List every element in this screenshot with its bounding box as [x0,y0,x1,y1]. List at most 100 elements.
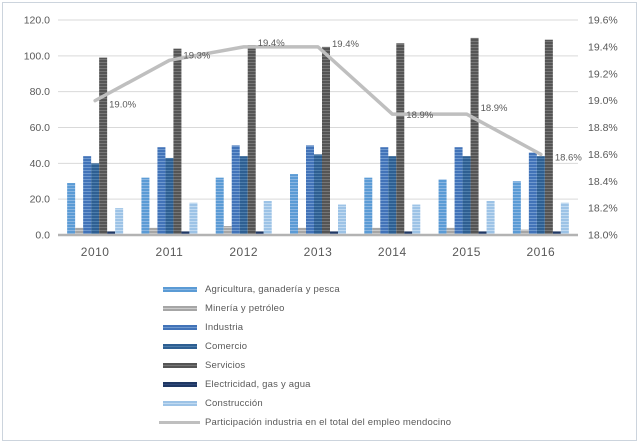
bar-servicios-2015 [470,37,479,235]
bar-electricidad-gas-y-agua-2012 [255,231,264,235]
legend-swatch-icon [163,287,197,292]
right-axis-tick-label: 19.0% [588,95,618,107]
bar-construccion-2012 [263,200,272,235]
bar-industria-2011 [157,147,166,235]
legend-label: Agricultura, ganadería y pesca [205,284,340,295]
x-axis-label-2014: 2014 [378,245,407,259]
bar-agricultura-ganaderia-y-pesca-2012 [215,177,224,235]
bar-mineria-y-petroleo-2016 [520,229,529,235]
bar-industria-2014 [380,147,389,235]
legend-item-agricultura-ganaderia-y-pesca: Agricultura, ganadería y pesca [163,280,451,299]
bar-construccion-2014 [412,204,421,235]
data-label: 18.6% [555,152,582,163]
legend-swatch-icon [163,382,197,387]
bar-servicios-2011 [173,48,182,235]
bar-mineria-y-petroleo-2015 [446,227,455,235]
legend-item-servicios: Servicios [163,356,451,375]
bar-construccion-2013 [338,204,346,235]
legend-label: Servicios [205,360,246,371]
legend-item-mineria-y-petroleo: Minería y petróleo [163,299,451,318]
x-axis-label-2015: 2015 [452,245,481,259]
legend-swatch-icon [163,363,197,368]
left-axis-tick-label: 0.0 [35,230,50,242]
legend-item-construccion: Construcción [163,394,451,413]
bar-agricultura-ganaderia-y-pesca-2014 [364,177,373,235]
bar-agricultura-ganaderia-y-pesca-2016 [512,181,521,235]
data-label: 19.0% [109,100,136,111]
bar-comercio-2010 [91,163,100,235]
bar-electricidad-gas-y-agua-2016 [552,231,561,235]
legend-label: Comercio [205,341,248,352]
bar-industria-2012 [231,145,240,235]
bar-agricultura-ganaderia-y-pesca-2015 [438,179,447,235]
data-label: 19.4% [258,38,285,49]
legend-label: Participación industria en el total del … [205,417,452,428]
bar-comercio-2015 [462,156,471,235]
right-axis-tick-label: 19.4% [588,41,618,53]
data-label: 19.4% [332,39,359,50]
right-axis-tick-label: 18.8% [588,122,618,134]
legend: Agricultura, ganadería y pesca Minería y … [159,280,452,432]
legend-swatch-icon [163,306,197,311]
legend-line-swatch-icon [159,421,200,424]
bar-servicios-2016 [544,39,553,236]
bar-agricultura-ganaderia-y-pesca-2011 [141,177,150,235]
legend-item-participacion-industria-en-el-total-del-empleo-mendocino: Participación industria en el total del … [159,413,452,432]
bar-electricidad-gas-y-agua-2010 [107,231,116,235]
bar-comercio-2014 [388,156,397,235]
bar-comercio-2011 [165,157,174,235]
right-axis-tick-label: 18.2% [588,203,618,215]
bar-electricidad-gas-y-agua-2011 [181,231,190,235]
bar-industria-2015 [454,147,463,235]
x-axis-label-2011: 2011 [156,245,184,259]
bar-mineria-y-petroleo-2010 [75,227,84,235]
data-label: 18.9% [481,103,508,114]
legend-label: Electricidad, gas y agua [205,379,311,390]
x-axis-label-2013: 2013 [304,245,333,259]
left-axis-tick-label: 20.0 [30,194,51,206]
x-axis-label-2016: 2016 [527,245,556,259]
bar-mineria-y-petroleo-2012 [223,226,232,235]
bar-mineria-y-petroleo-2014 [372,227,381,235]
bar-servicios-2014 [396,43,405,235]
bar-servicios-2012 [247,45,256,236]
bar-electricidad-gas-y-agua-2015 [478,231,487,235]
legend-item-comercio: Comercio [163,337,451,356]
bar-comercio-2016 [536,156,545,235]
legend-item-electricidad-gas-y-agua: Electricidad, gas y agua [163,375,451,394]
x-axis-label-2010: 2010 [81,245,110,259]
left-axis-tick-label: 80.0 [30,86,51,98]
right-axis-tick-label: 18.4% [588,176,618,188]
legend-label: Minería y petróleo [205,303,285,314]
right-axis-tick-label: 19.2% [588,68,618,80]
bar-industria-2010 [83,156,92,235]
right-axis-tick-label: 18.6% [588,149,618,161]
data-label: 19.3% [183,50,210,61]
bar-comercio-2012 [239,156,248,235]
legend-label: Industria [205,322,244,333]
x-axis-label-2012: 2012 [229,245,258,259]
legend-label: Construcción [205,398,263,409]
bar-construccion-2010 [115,208,124,235]
plot-svg: 120.0 100.0 80.0 60.0 40.0 20.0 0.0 19.6% 19.4% 1… [24,15,618,260]
left-axis-tick-label: 120.0 [24,15,50,27]
bar-electricidad-gas-y-agua-2013 [330,231,338,235]
bar-comercio-2013 [314,154,322,235]
right-axis-tick-label: 19.6% [588,15,618,27]
bar-agricultura-ganaderia-y-pesca-2010 [67,183,76,235]
bar-construccion-2016 [560,202,569,235]
bar-construccion-2011 [189,202,198,235]
right-axis-tick-label: 18.0% [588,230,618,242]
line-participacion-industria-en-el-total-del-empleo-mendocino [93,45,543,157]
left-axis-tick-label: 40.0 [30,158,51,170]
bar-mineria-y-petroleo-2013 [298,227,306,235]
bar-servicios-2010 [99,57,108,235]
left-axis-tick-label: 60.0 [30,122,51,134]
bar-industria-2013 [306,145,314,235]
legend-swatch-icon [163,401,197,406]
legend-item-industria: Industria [163,318,451,337]
bar-industria-2016 [528,152,537,235]
bar-agricultura-ganaderia-y-pesca-2013 [290,174,298,235]
bar-construccion-2015 [486,200,495,235]
